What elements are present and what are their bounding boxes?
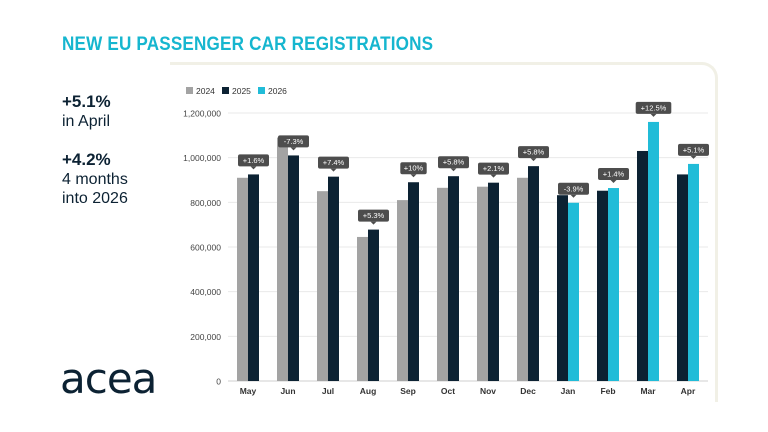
annotation-label: +5.8% [523, 148, 545, 157]
bar [328, 176, 339, 381]
legend-swatch [222, 87, 229, 94]
bar [368, 229, 379, 381]
y-tick-label: 400,000 [190, 287, 221, 297]
annotation-label: +7.4% [323, 158, 345, 167]
kpi-april: +5.1% in April [62, 92, 111, 131]
bar [408, 182, 419, 381]
y-tick-label: 800,000 [190, 198, 221, 208]
kpi-april-value: +5.1% [62, 92, 111, 111]
x-tick-label: Sep [400, 386, 416, 396]
bar [648, 121, 659, 381]
legend-label: 2025 [232, 86, 251, 96]
x-tick-label: Feb [600, 386, 615, 396]
bar [488, 182, 499, 381]
annotation-label: +5.8% [443, 158, 465, 167]
legend-swatch [258, 87, 265, 94]
acea-logo-text: acea [60, 355, 156, 403]
annotation-label: +10% [404, 164, 424, 173]
bar [528, 166, 539, 381]
annotation-pointer [330, 168, 337, 172]
annotation-pointer [450, 168, 457, 172]
acea-logo: acea [60, 355, 157, 403]
x-tick-label: Jan [561, 386, 576, 396]
annotation-pointer [690, 155, 697, 159]
annotation-box [278, 135, 309, 148]
bar [568, 202, 579, 381]
y-tick-label: 1,200,000 [183, 109, 221, 119]
annotation-pointer [410, 174, 417, 178]
kpi-ytd-label-2: into 2026 [62, 190, 128, 207]
annotation-pointer [370, 221, 377, 225]
annotation-label: +5.3% [363, 211, 385, 220]
kpi-april-label: in April [62, 113, 111, 130]
annotation-box [238, 154, 269, 167]
bar [557, 195, 568, 381]
annotation-label: +12.5% [641, 103, 667, 112]
page-title: NEW EU PASSENGER CAR REGISTRATIONS [62, 34, 434, 55]
annotation-box [635, 101, 672, 114]
y-tick-label: 600,000 [190, 243, 221, 253]
annotation-box [358, 209, 389, 222]
annotation-pointer [290, 147, 297, 151]
bar [397, 200, 408, 381]
annotation-box [318, 156, 349, 169]
kpi-ytd-value: +4.2% [62, 150, 111, 169]
annotation-box [400, 162, 427, 175]
annotation-pointer [530, 158, 537, 162]
x-tick-label: Oct [441, 386, 455, 396]
bar [517, 177, 528, 381]
x-tick-label: Nov [480, 386, 496, 396]
annotation-box [678, 143, 709, 156]
legend-swatch [186, 87, 193, 94]
bar [437, 187, 448, 381]
annotation-pointer [490, 174, 497, 178]
y-tick-label: 0 [216, 377, 221, 387]
x-tick-label: Mar [640, 386, 656, 396]
bar [677, 174, 688, 381]
bar [688, 163, 699, 381]
bar [317, 191, 328, 381]
bar [248, 174, 259, 381]
legend-label: 2024 [196, 86, 215, 96]
kpi-ytd-label-1: 4 months [62, 171, 128, 188]
bar [637, 150, 648, 381]
y-tick-label: 200,000 [190, 332, 221, 342]
bar [597, 190, 608, 381]
chart-panel-frame [170, 62, 718, 402]
annotation-label: +5.1% [683, 145, 705, 154]
bar [477, 186, 488, 381]
annotation-label: +1.4% [603, 170, 625, 179]
annotation-label: -7.3% [284, 137, 304, 146]
annotation-label: -3.9% [564, 184, 584, 193]
x-tick-label: Jun [280, 386, 295, 396]
x-tick-label: Dec [520, 386, 536, 396]
annotation-pointer [650, 113, 657, 117]
bar [277, 137, 288, 381]
x-tick-label: May [240, 386, 257, 396]
kpi-ytd: +4.2% 4 months into 2026 [62, 150, 128, 208]
annotation-pointer [250, 166, 257, 170]
annotation-box [558, 182, 589, 195]
x-tick-label: Jul [322, 386, 334, 396]
x-tick-label: Apr [681, 386, 696, 396]
y-tick-label: 1,000,000 [183, 153, 221, 163]
legend-label: 2026 [268, 86, 287, 96]
bar [237, 177, 248, 381]
bar [288, 155, 299, 381]
annotation-box [438, 156, 469, 169]
annotation-pointer [570, 194, 577, 198]
annotation-box [598, 168, 629, 181]
annotation-box [518, 146, 549, 159]
x-tick-label: Aug [360, 386, 377, 396]
annotation-box [478, 162, 509, 175]
annotation-label: +1.6% [243, 156, 265, 165]
annotation-label: +2.1% [483, 164, 505, 173]
bar [357, 236, 368, 381]
bar [608, 188, 619, 381]
annotation-pointer [610, 180, 617, 184]
bar [448, 176, 459, 381]
